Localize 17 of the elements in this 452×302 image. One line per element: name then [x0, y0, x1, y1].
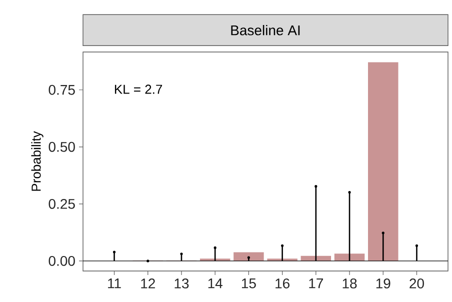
- annotation: KL = 2.7: [114, 84, 162, 94]
- y-tick-label: 0.00: [48, 256, 75, 266]
- x-tick-label: 18: [342, 278, 357, 288]
- y-tick-label: 0.75: [48, 84, 75, 95]
- x-tick-label: 14: [208, 278, 222, 288]
- x-tick-label: 15: [242, 278, 256, 288]
- y-tick-label: 0.25: [48, 198, 75, 209]
- y-tick-label: 0.50: [48, 142, 75, 152]
- x-tick-label: 12: [141, 278, 155, 288]
- x-tick-label: 20: [410, 278, 424, 288]
- x-tick-label: 11: [108, 278, 121, 288]
- x-tick-label: 19: [376, 278, 390, 288]
- chart-title: Baseline AI: [231, 25, 300, 36]
- x-tick-label: 17: [309, 278, 323, 288]
- x-tick-label: 16: [276, 278, 290, 288]
- x-tick-label: 13: [174, 278, 189, 288]
- y-axis-title: Probability: [31, 131, 44, 191]
